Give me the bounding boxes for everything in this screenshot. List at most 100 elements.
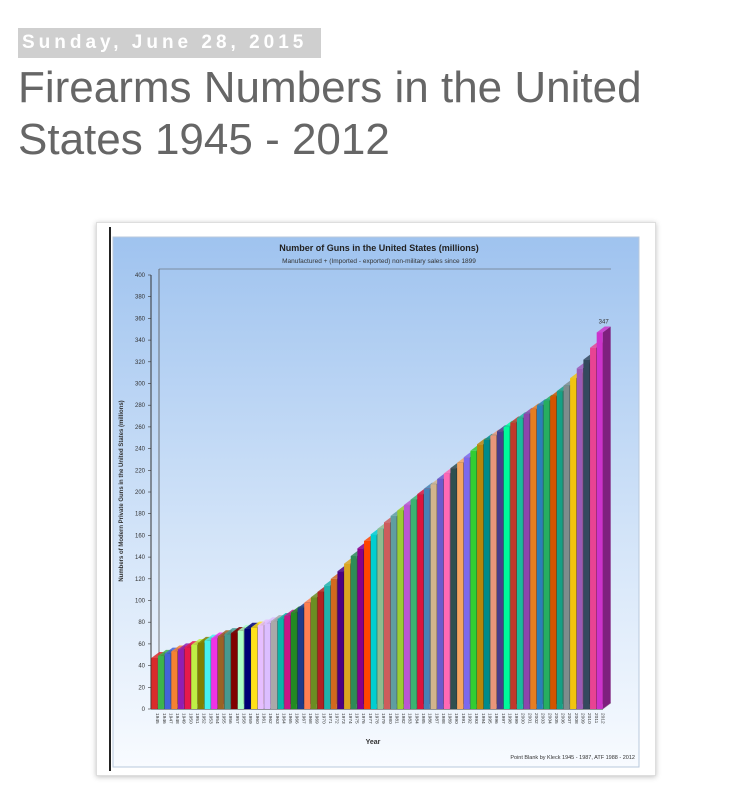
y-tick-label: 280 [135, 403, 146, 409]
bar [164, 653, 171, 709]
bar [224, 634, 231, 709]
y-tick-label: 180 [135, 512, 146, 518]
bar [211, 638, 218, 709]
y-tick-label: 80 [138, 620, 145, 626]
bar [437, 478, 444, 709]
bar [563, 385, 570, 709]
y-tick-label: 300 [135, 382, 146, 388]
y-tick-label: 40 [138, 664, 145, 670]
x-tick-label: 1953 [207, 713, 213, 724]
chart-title: Number of Guns in the United States (mil… [279, 243, 479, 253]
x-tick-label: 1993 [473, 713, 479, 724]
bar [410, 499, 417, 709]
bar [310, 597, 317, 709]
x-tick-label: 1954 [214, 713, 220, 724]
x-tick-label: 1961 [260, 713, 266, 724]
x-tick-label: 2009 [580, 713, 586, 724]
x-tick-label: 1946 [161, 713, 167, 724]
bar [450, 468, 457, 709]
x-tick-label: 1978 [373, 713, 379, 724]
bar [184, 647, 191, 709]
x-tick-label: 1963 [274, 713, 280, 724]
bar [423, 488, 430, 709]
bar [231, 633, 238, 709]
bar [523, 413, 530, 709]
x-tick-label: 1996 [493, 713, 499, 724]
bar [317, 591, 324, 709]
x-tick-label: 2000 [520, 713, 526, 724]
y-tick-label: 340 [135, 338, 146, 344]
bar [516, 418, 523, 709]
bar [457, 462, 464, 709]
bar [191, 644, 198, 709]
bar [344, 563, 351, 709]
plot-area: 0 20 40 60 80 100 120 140 160 180 200 220 240 260 280 3… [135, 268, 612, 724]
x-tick-label: 1968 [307, 713, 313, 724]
bar [576, 368, 583, 709]
x-tick-label: 1995 [486, 713, 492, 724]
bar [304, 602, 311, 709]
x-tick-label: 1969 [314, 713, 320, 724]
bar [204, 640, 211, 709]
x-tick-label: 2003 [540, 713, 546, 724]
x-tick-label: 1950 [187, 713, 193, 724]
y-tick-label: 160 [135, 533, 146, 539]
bar [364, 540, 371, 709]
data-label: 347 [599, 320, 610, 326]
bar [257, 625, 264, 709]
x-tick-label: 1948 [174, 713, 180, 724]
bar [237, 630, 244, 709]
x-tick-label: 1988 [440, 713, 446, 724]
bar [270, 621, 277, 709]
x-tick-label: 1984 [413, 713, 419, 724]
bar [244, 628, 251, 709]
y-tick-label: 260 [135, 425, 146, 431]
bar [377, 528, 384, 709]
chart-subtitle: Manufactured + (Imported - exported) non… [282, 258, 476, 265]
x-tick-label: 1960 [254, 713, 260, 724]
bar [151, 658, 158, 709]
x-tick-label: 1998 [506, 713, 512, 724]
x-tick-label: 1975 [354, 713, 360, 724]
x-tick-label: 1986 [427, 713, 433, 724]
x-tick-label: 1985 [420, 713, 426, 724]
x-tick-label: 1949 [181, 713, 187, 724]
x-tick-label: 2001 [526, 713, 532, 724]
bar [556, 391, 563, 709]
bar [430, 484, 437, 709]
x-tick-label: 2007 [566, 713, 572, 724]
x-tick-label: 1982 [400, 713, 406, 724]
x-tick-label: 1966 [294, 713, 300, 724]
y-tick-label: 120 [135, 577, 146, 583]
x-tick-label: 1959 [247, 713, 253, 724]
x-tick-label: 2002 [533, 713, 539, 724]
bar [510, 422, 517, 709]
post-title[interactable]: Firearms Numbers in the United States 19… [18, 63, 642, 164]
bar-top [596, 326, 611, 333]
bar [570, 378, 577, 709]
y-tick-label: 200 [135, 490, 146, 496]
x-tick-label: 1990 [453, 713, 459, 724]
x-tick-label: 1965 [287, 713, 293, 724]
x-tick-label: 1999 [513, 713, 519, 724]
bar [503, 426, 510, 709]
x-tick-label: 1947 [167, 713, 173, 724]
x-tick-label: 1951 [194, 713, 200, 724]
y-tick-label: 360 [135, 316, 146, 322]
bar [470, 450, 477, 709]
bar [590, 347, 597, 709]
x-tick-label: 1952 [201, 713, 207, 724]
x-tick-label: 2010 [586, 713, 592, 724]
x-tick-label: 1973 [340, 713, 346, 724]
x-tick-label: 1958 [241, 713, 247, 724]
bar [417, 494, 424, 709]
bar [370, 534, 377, 709]
x-tick-label: 1974 [347, 713, 353, 724]
bar [324, 585, 331, 709]
bar [477, 444, 484, 709]
x-tick-label: 1971 [327, 713, 333, 724]
bar [171, 651, 178, 709]
x-tick-label: 2004 [546, 713, 552, 724]
bar [277, 618, 284, 709]
bar [284, 615, 291, 709]
